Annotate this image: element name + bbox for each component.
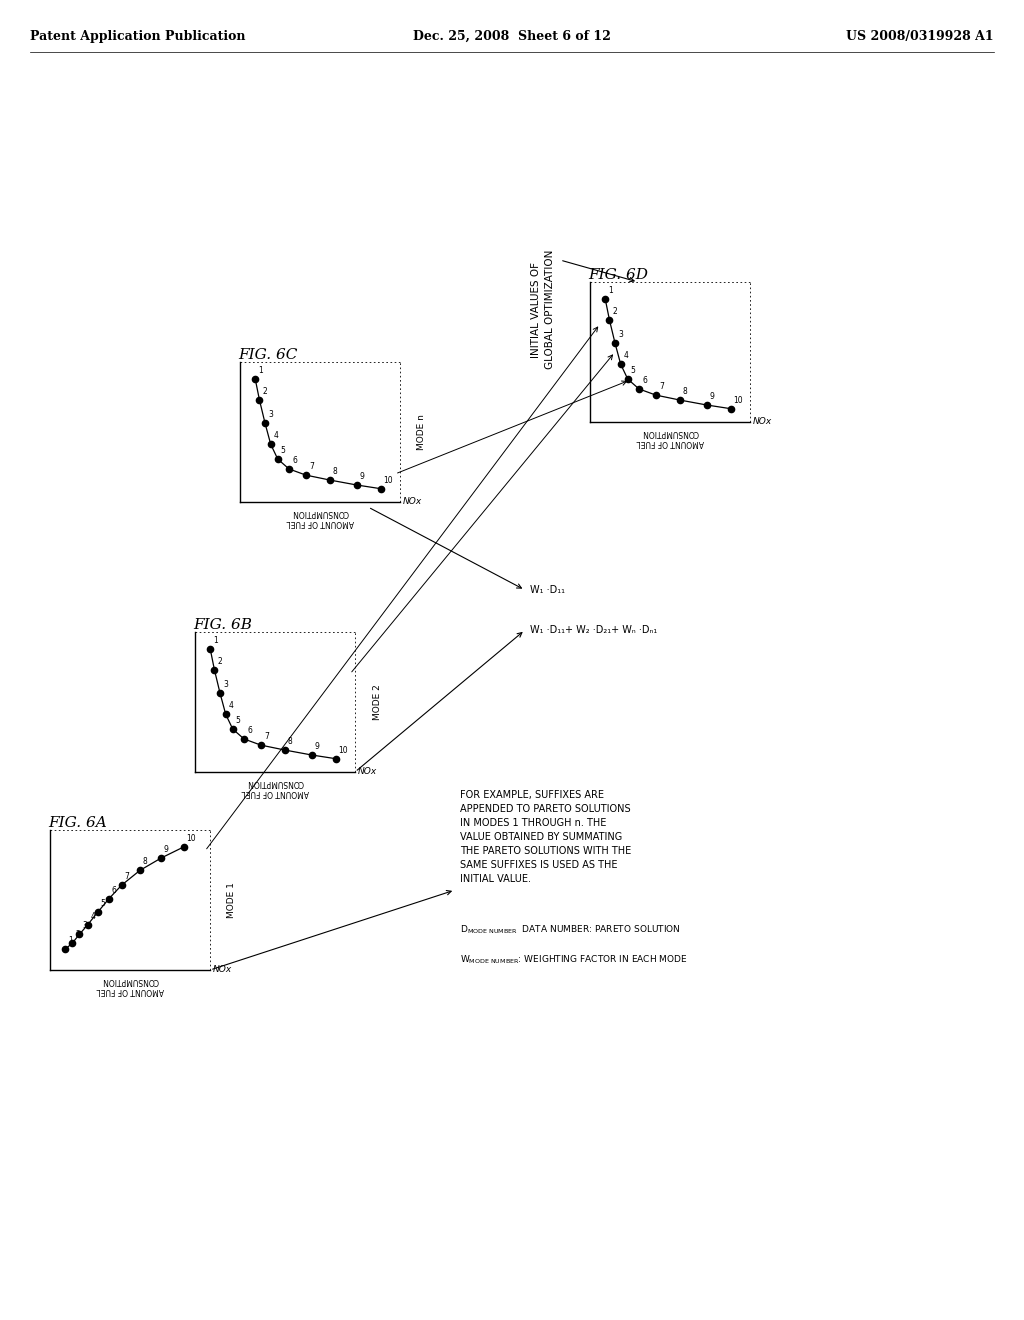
Text: 4: 4 [624, 351, 629, 360]
Text: MODE 2: MODE 2 [373, 684, 382, 719]
Text: 2: 2 [76, 931, 80, 939]
Text: 1: 1 [608, 286, 613, 296]
Text: 5: 5 [281, 446, 286, 455]
Text: AMOUNT OF FUEL
CONSUMPTION: AMOUNT OF FUEL CONSUMPTION [96, 975, 164, 995]
Text: FIG. 6C: FIG. 6C [238, 348, 297, 362]
Text: AMOUNT OF FUEL
CONSUMPTION: AMOUNT OF FUEL CONSUMPTION [287, 508, 353, 528]
Text: NOx: NOx [753, 417, 772, 426]
Text: FOR EXAMPLE, SUFFIXES ARE
APPENDED TO PARETO SOLUTIONS
IN MODES 1 THROUGH n. THE: FOR EXAMPLE, SUFFIXES ARE APPENDED TO PA… [460, 789, 631, 884]
Text: 3: 3 [223, 680, 228, 689]
Text: 8: 8 [683, 387, 687, 396]
Text: 4: 4 [228, 701, 233, 710]
Text: 2: 2 [217, 657, 222, 667]
Text: AMOUNT OF FUEL
CONSUMPTION: AMOUNT OF FUEL CONSUMPTION [242, 777, 309, 797]
Text: 9: 9 [314, 742, 319, 751]
Text: 2: 2 [612, 308, 617, 315]
Text: AMOUNT OF FUEL
CONSUMPTION: AMOUNT OF FUEL CONSUMPTION [636, 428, 703, 447]
Text: 1: 1 [213, 636, 218, 645]
Text: MODE 1: MODE 1 [227, 882, 237, 917]
Text: Patent Application Publication: Patent Application Publication [30, 30, 246, 44]
Text: 3: 3 [82, 921, 87, 931]
Text: NOx: NOx [403, 498, 422, 507]
Text: 5: 5 [100, 899, 105, 908]
Text: D$_{\mathrm{MODE\ NUMBER}}$  DATA NUMBER: PARETO SOLUTION: D$_{\mathrm{MODE\ NUMBER}}$ DATA NUMBER:… [460, 924, 681, 936]
Text: 6: 6 [292, 455, 297, 465]
Text: 9: 9 [710, 392, 715, 401]
Text: 6: 6 [642, 376, 647, 385]
Text: 7: 7 [125, 873, 129, 882]
Text: 5: 5 [631, 366, 636, 375]
Text: 10: 10 [733, 396, 743, 405]
Text: 9: 9 [359, 473, 365, 480]
Text: Dec. 25, 2008  Sheet 6 of 12: Dec. 25, 2008 Sheet 6 of 12 [413, 30, 611, 44]
Text: 1: 1 [258, 366, 263, 375]
Text: NOx: NOx [213, 965, 232, 974]
Text: NOx: NOx [358, 767, 377, 776]
Text: 8: 8 [333, 467, 338, 477]
Text: 9: 9 [164, 845, 169, 854]
Text: 1: 1 [69, 936, 73, 945]
Text: FIG. 6D: FIG. 6D [588, 268, 648, 282]
Text: 8: 8 [143, 858, 147, 866]
Text: 4: 4 [273, 432, 279, 441]
Text: 7: 7 [658, 381, 664, 391]
Text: 3: 3 [268, 411, 273, 420]
Text: 3: 3 [618, 330, 623, 339]
Text: 2: 2 [262, 387, 267, 396]
Text: 7: 7 [264, 733, 268, 741]
Text: 6: 6 [112, 886, 117, 895]
Text: 10: 10 [339, 746, 348, 755]
Text: W₁ ·D₁₁: W₁ ·D₁₁ [530, 585, 565, 595]
Text: W₁ ·D₁₁+ W₂ ·D₂₁+ Wₙ ·Dₙ₁: W₁ ·D₁₁+ W₂ ·D₂₁+ Wₙ ·Dₙ₁ [530, 624, 657, 635]
Text: 7: 7 [309, 462, 313, 471]
Text: US 2008/0319928 A1: US 2008/0319928 A1 [847, 30, 994, 44]
Text: 8: 8 [288, 737, 293, 746]
Text: 5: 5 [236, 717, 241, 725]
Text: 6: 6 [247, 726, 252, 735]
Text: 4: 4 [91, 912, 95, 920]
Text: MODE n: MODE n [418, 414, 427, 450]
Text: FIG. 6B: FIG. 6B [193, 618, 252, 632]
Text: INITIAL VALUES OF
GLOBAL OPTIMIZATION: INITIAL VALUES OF GLOBAL OPTIMIZATION [531, 249, 555, 370]
Text: 10: 10 [384, 475, 393, 484]
Text: 10: 10 [186, 834, 197, 843]
Text: W$_{\mathrm{MODE\ NUMBER}}$: WEIGHTING FACTOR IN EACH MODE: W$_{\mathrm{MODE\ NUMBER}}$: WEIGHTING F… [460, 954, 688, 966]
Text: FIG. 6A: FIG. 6A [48, 816, 106, 830]
